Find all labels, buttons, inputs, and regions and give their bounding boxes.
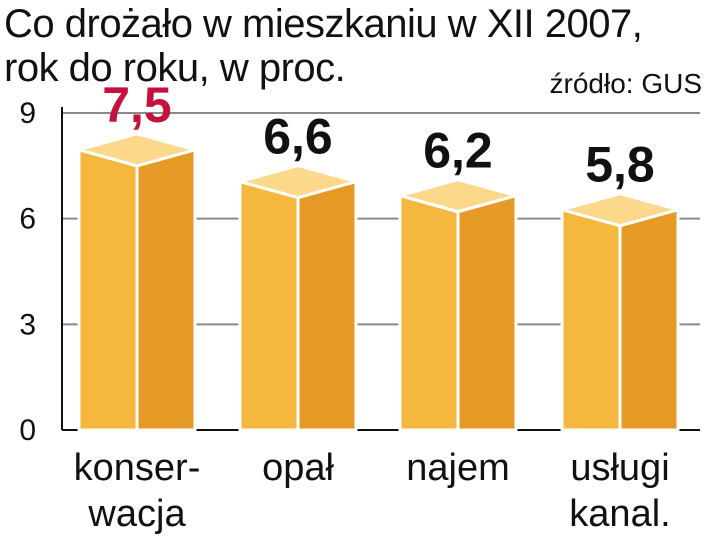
bar-side-face xyxy=(456,194,518,432)
bar-front-face xyxy=(77,148,139,432)
bar-front-face xyxy=(398,194,460,432)
y-tick-label: 0 xyxy=(19,414,36,447)
y-tick-label: 9 xyxy=(19,97,36,130)
bar-top-face xyxy=(398,178,518,214)
bar-top-face xyxy=(560,192,680,228)
x-category-label: wacja xyxy=(87,493,186,535)
bar-value-label: 5,8 xyxy=(585,137,655,193)
x-category-label: opał xyxy=(262,447,334,489)
chart-title-line-1: Co drożało w mieszkaniu w XII 2007, xyxy=(4,2,643,46)
x-category-label: konser- xyxy=(74,447,201,489)
x-category-label: najem xyxy=(406,447,510,489)
chart-title: Co drożało w mieszkaniu w XII 2007, rok … xyxy=(4,2,643,90)
bar-side-face xyxy=(618,208,680,432)
bar-top-face xyxy=(238,164,358,200)
bar-value-label: 6,6 xyxy=(263,109,333,165)
bar-side-face xyxy=(296,180,358,432)
x-category-label: usługi xyxy=(570,447,669,489)
bar-top-face xyxy=(77,132,197,168)
chart-source: źródło: GUS xyxy=(549,68,703,99)
bar-value-label: 6,2 xyxy=(423,123,493,179)
y-tick-label: 3 xyxy=(19,308,36,341)
chart-title-line-2: rok do roku, w proc. xyxy=(4,46,346,90)
x-category-label: kanal. xyxy=(569,493,670,535)
bar-value-label: 7,5 xyxy=(102,77,172,133)
y-tick-label: 6 xyxy=(19,203,36,236)
bar-side-face xyxy=(135,148,197,432)
bar-front-face xyxy=(238,180,300,432)
bar-front-face xyxy=(560,208,622,432)
